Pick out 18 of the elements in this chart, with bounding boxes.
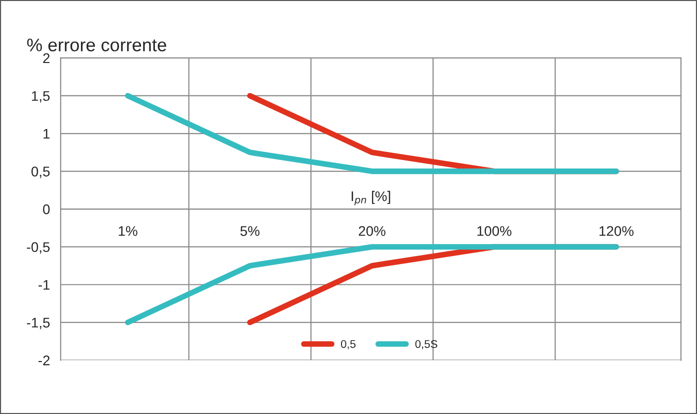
y-axis-title: % errore corrente [27,38,166,52]
x-axis-title: I$_{pn}$ [%] [352,190,390,206]
x-tick-label: 120% [600,226,634,236]
y-tick-label: 2 [43,53,50,63]
y-tick-label: -1,5 [26,318,50,330]
y-tick-label: 0 [43,204,50,214]
legend-label: 0,5S [415,340,438,350]
y-tick-label: 1,5 [32,91,50,103]
y-tick-label: -1 [38,280,50,290]
y-tick-label: -2 [38,356,50,366]
x-tick-label: 1% [118,226,138,236]
x-tick-label: 5% [240,226,260,236]
x-tick-label: 100% [477,226,512,236]
x-tick-label: 20% [358,226,386,236]
y-tick-label: 1 [44,128,50,139]
legend-label: 0,5 [340,340,356,350]
y-tick-label: 0,5 [31,166,50,178]
y-tick-label: -0,5 [26,242,50,254]
